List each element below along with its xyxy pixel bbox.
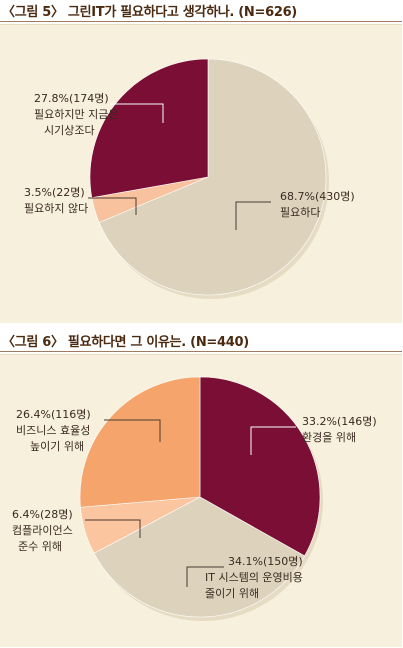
slice-category-label: 비즈니스 효율성 bbox=[16, 424, 90, 437]
pie-slice bbox=[93, 496, 305, 618]
slice-value-label: 68.7%(430명) bbox=[280, 190, 355, 203]
slice-category-label: 환경을 위해 bbox=[302, 430, 356, 444]
slice-category-label: IT 시스템의 운영비용 bbox=[205, 571, 303, 584]
figure6-title: 〈그림 6〉 필요하다면 그 이유는. (N=440) bbox=[2, 335, 249, 350]
slice-category-label: 높이기 위해 bbox=[30, 439, 84, 453]
slice-value-label: 3.5%(22명) bbox=[24, 186, 85, 199]
leader-line bbox=[250, 426, 296, 455]
leader-line bbox=[186, 566, 224, 587]
slice-category-label: 줄이기 위해 bbox=[205, 586, 259, 600]
figure6-chart-panel: 33.2%(146명) 환경을 위해 34.1%(150명) IT 시스템의 운영비용… bbox=[0, 354, 402, 647]
pie-slice bbox=[199, 376, 321, 557]
slice-category-label: 시기상조다 bbox=[44, 124, 95, 137]
slice-value-label: 26.4%(116명) bbox=[16, 408, 91, 421]
slice-category-label: 필요하지 않다 bbox=[24, 201, 88, 215]
figure6-pie-chart: 33.2%(146명) 환경을 위해 34.1%(150명) IT 시스템의 운영비용… bbox=[12, 376, 377, 621]
pie-slice bbox=[79, 376, 201, 508]
slice-category-label: 필요하다 bbox=[280, 205, 320, 219]
slice-value-label: 6.4%(28명) bbox=[12, 508, 73, 521]
figure5-chart-panel: 68.7%(430명) 필요하다 3.5%(22명) 필요하지 않다 27.8%(174… bbox=[0, 24, 402, 323]
leader-line bbox=[235, 201, 271, 230]
slice-category-label: 컴플라이언스 bbox=[12, 524, 73, 537]
leader-line bbox=[85, 519, 141, 538]
pie-slice bbox=[98, 58, 327, 296]
slice-value-label: 33.2%(146명) bbox=[302, 415, 377, 428]
figure5-title-rule bbox=[0, 21, 402, 22]
figure5-pie-chart: 68.7%(430명) 필요하다 3.5%(22명) 필요하지 않다 27.8%(174… bbox=[24, 58, 355, 299]
leader-line bbox=[88, 197, 137, 215]
slice-value-label: 27.8%(174명) bbox=[34, 92, 109, 105]
slice-value-label: 34.1%(150명) bbox=[228, 555, 303, 568]
leader-line bbox=[110, 103, 164, 123]
slice-category-label: 준수 위해 bbox=[18, 539, 62, 553]
pie-slice bbox=[89, 58, 209, 198]
leader-line bbox=[104, 419, 161, 442]
slice-category-label: 필요하지만 지금은 bbox=[34, 107, 118, 121]
figure5-title: 〈그림 5〉 그린IT가 필요하다고 생각하나. (N=626) bbox=[2, 5, 297, 20]
figure6-title-rule bbox=[0, 351, 402, 352]
